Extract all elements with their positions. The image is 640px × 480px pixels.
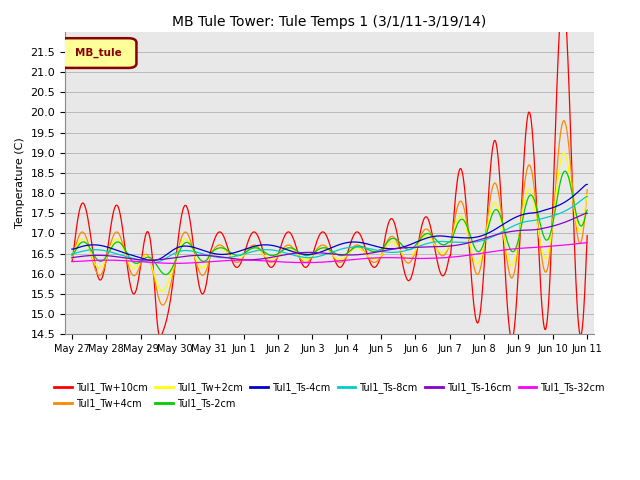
Tul1_Tw+4cm [287,243,294,249]
Tul1_Tw+4cm [298,257,305,263]
Tul1_Ts-4cm [149,258,157,264]
Tul1_Ts-4cm [68,246,76,252]
Tul1_Ts-8cm [298,254,305,260]
Tul1_Ts-16cm [145,257,153,263]
Tul1_Ts-16cm [287,251,294,257]
Tul1_Ts-8cm [307,255,315,261]
Tul1_Tw+10cm [583,233,591,239]
Tul1_Ts-4cm [287,248,294,254]
Title: MB Tule Tower: Tule Temps 1 (3/1/11-3/19/14): MB Tule Tower: Tule Temps 1 (3/1/11-3/19… [172,15,486,29]
Text: MB_tule: MB_tule [75,48,122,58]
Tul1_Tw+2cm [108,241,116,247]
Tul1_Tw+2cm [287,246,294,252]
Tul1_Ts-32cm [108,257,116,263]
Tul1_Ts-2cm [68,252,76,258]
Line: Tul1_Tw+4cm: Tul1_Tw+4cm [72,120,587,305]
Tul1_Ts-8cm [583,194,591,200]
Tul1_Tw+4cm [68,256,76,262]
Tul1_Ts-4cm [108,246,116,252]
Tul1_Ts-2cm [162,272,170,277]
Tul1_Tw+2cm [307,254,315,260]
Tul1_Ts-32cm [287,260,294,265]
Tul1_Ts-4cm [583,181,591,187]
Tul1_Ts-32cm [171,261,179,266]
Tul1_Ts-32cm [307,260,315,265]
Tul1_Ts-32cm [129,258,136,264]
Tul1_Tw+2cm [158,288,166,294]
Line: Tul1_Ts-4cm: Tul1_Ts-4cm [72,184,587,261]
Tul1_Tw+2cm [583,192,591,197]
Line: Tul1_Ts-16cm: Tul1_Ts-16cm [72,213,587,260]
Tul1_Ts-16cm [362,251,369,257]
Tul1_Ts-32cm [583,240,591,246]
Tul1_Tw+4cm [560,118,568,123]
Tul1_Tw+10cm [68,259,76,264]
Tul1_Ts-32cm [68,259,76,264]
Legend: Tul1_Tw+10cm, Tul1_Tw+4cm, Tul1_Tw+2cm, Tul1_Ts-2cm, Tul1_Ts-4cm, Tul1_Ts-8cm, T: Tul1_Tw+10cm, Tul1_Tw+4cm, Tul1_Tw+2cm, … [51,379,609,413]
Tul1_Tw+4cm [362,251,369,256]
Tul1_Ts-16cm [68,254,76,260]
Tul1_Ts-2cm [583,207,591,213]
Tul1_Ts-2cm [108,244,116,250]
Tul1_Tw+2cm [560,150,568,156]
Tul1_Ts-16cm [298,250,305,255]
Tul1_Tw+2cm [129,265,136,271]
Tul1_Tw+10cm [508,336,516,342]
Line: Tul1_Tw+2cm: Tul1_Tw+2cm [72,153,587,291]
Tul1_Tw+10cm [108,218,116,224]
Line: Tul1_Ts-8cm: Tul1_Ts-8cm [72,197,587,263]
Tul1_Tw+10cm [298,259,305,265]
Tul1_Tw+4cm [583,187,591,192]
Line: Tul1_Ts-2cm: Tul1_Ts-2cm [72,171,587,275]
Tul1_Ts-4cm [307,252,315,257]
Tul1_Ts-8cm [287,252,294,257]
Tul1_Ts-8cm [362,245,369,251]
Tul1_Ts-8cm [108,250,116,255]
Tul1_Ts-2cm [129,259,136,264]
Tul1_Tw+10cm [129,290,136,296]
Tul1_Ts-16cm [108,253,116,259]
Tul1_Ts-8cm [129,255,136,261]
Tul1_Ts-2cm [307,252,315,257]
Tul1_Ts-2cm [287,245,294,251]
Tul1_Tw+2cm [68,254,76,260]
Line: Tul1_Ts-32cm: Tul1_Ts-32cm [72,243,587,264]
Tul1_Ts-8cm [149,260,157,265]
Tul1_Ts-4cm [129,252,136,258]
Tul1_Tw+4cm [108,237,116,243]
Tul1_Ts-4cm [298,251,305,257]
Tul1_Ts-2cm [298,251,305,257]
Tul1_Ts-16cm [583,210,591,216]
Tul1_Ts-2cm [561,168,569,174]
Tul1_Tw+4cm [307,256,315,262]
Tul1_Tw+10cm [287,230,294,236]
Tul1_Ts-16cm [307,250,315,255]
Tul1_Ts-4cm [362,240,369,246]
Tul1_Tw+4cm [129,272,136,278]
Tul1_Ts-16cm [129,256,136,262]
Tul1_Tw+10cm [307,258,314,264]
Tul1_Tw+10cm [362,245,369,251]
Tul1_Tw+4cm [159,302,166,308]
FancyBboxPatch shape [60,38,136,68]
Tul1_Tw+2cm [298,255,305,261]
Line: Tul1_Tw+10cm: Tul1_Tw+10cm [72,0,587,339]
Tul1_Tw+2cm [362,251,369,256]
Tul1_Ts-32cm [362,256,369,262]
Tul1_Ts-8cm [68,251,76,256]
Tul1_Ts-32cm [298,260,305,265]
Y-axis label: Temperature (C): Temperature (C) [15,138,25,228]
Tul1_Ts-2cm [362,245,369,251]
